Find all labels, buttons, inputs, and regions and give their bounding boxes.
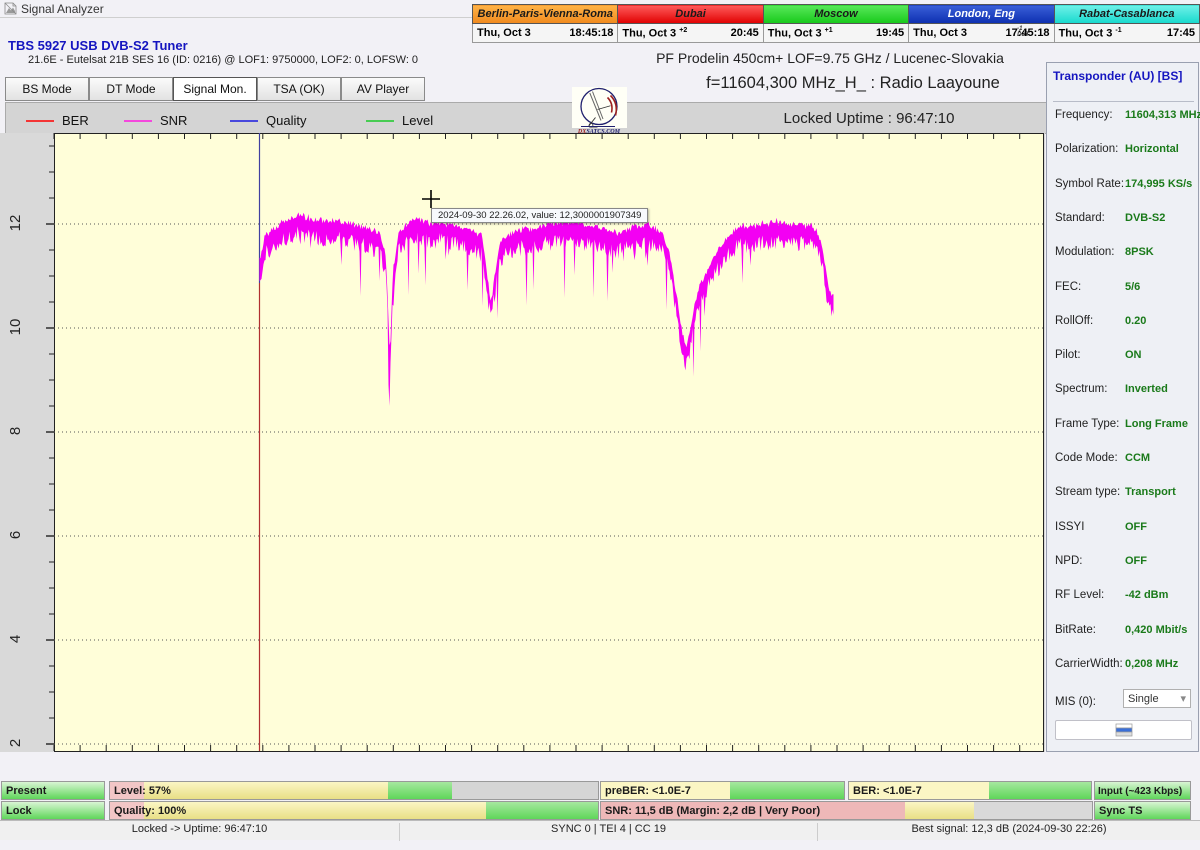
svg-text:Level: Level (402, 113, 433, 128)
svg-text:DXSATCS.COM: DXSATCS.COM (577, 129, 621, 134)
svg-text:SNR: SNR (160, 113, 187, 128)
svg-text:BER: BER (62, 113, 89, 128)
svg-text:Quality: Quality (266, 113, 307, 128)
